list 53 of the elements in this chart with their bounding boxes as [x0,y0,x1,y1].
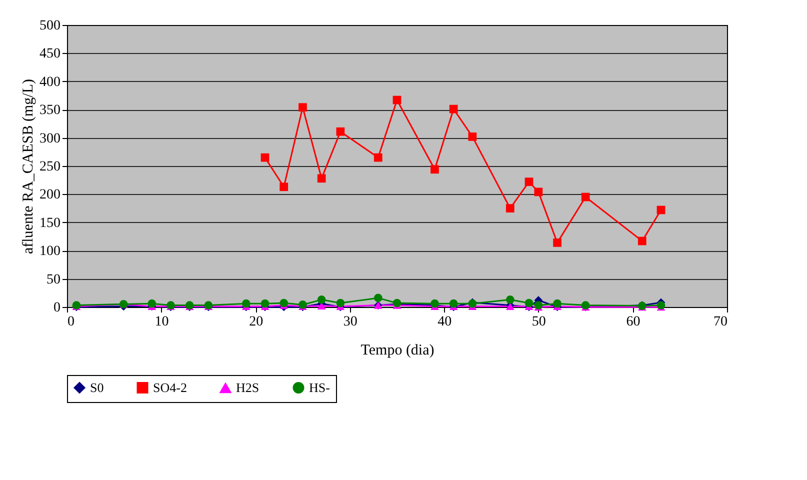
x-axis-title: Tempo (dia) [360,342,434,358]
y-tick-label: 400 [40,74,60,90]
point [449,299,458,308]
y-tick-label: 50 [46,272,60,288]
y-tick-label: 250 [40,160,60,174]
point [260,153,270,162]
point [581,192,590,202]
y-axis-title: afluente RA_CAESB (mg/L) [20,79,36,254]
point [449,104,458,114]
point [638,236,646,246]
point [374,153,382,162]
x-tick-label: 20 [249,314,264,330]
point [506,295,514,304]
x-tick-label: 70 [714,314,728,330]
x-tick-label: 60 [626,314,640,330]
y-tick-label: 500 [40,18,60,34]
y-tick-label: 150 [40,216,60,231]
point [524,298,534,308]
y-tick-label: 200 [40,188,60,203]
point [148,299,156,308]
point [524,178,534,186]
point [506,204,514,212]
x-tick-label: 40 [438,314,452,330]
y-tick-label: 0 [54,300,60,316]
legend-label: S0 [90,380,104,395]
point [260,299,270,308]
y-tick-label: 350 [40,103,60,118]
point [280,182,288,192]
y-tick-label: 450 [40,46,60,62]
point [317,174,326,183]
point [317,295,326,304]
point [336,127,345,136]
x-tick-label: 50 [532,314,546,330]
point [374,294,382,302]
point [430,165,439,174]
legend-label: SO4-2 [153,380,187,395]
legend-label: H2S [236,380,260,396]
point [280,298,288,308]
point [392,96,402,104]
y-tick-label: 300 [40,131,60,146]
point [656,206,666,214]
y-tick-label: 100 [40,244,60,260]
x-tick-label: 30 [343,314,358,330]
point [242,299,250,308]
point [468,132,477,141]
point [553,238,562,247]
point [336,298,345,308]
point [534,188,543,196]
x-tick-label: 10 [154,314,169,330]
point [298,103,307,112]
legend-label: HS- [309,380,330,395]
point [553,299,562,308]
x-tick-label: 0 [68,314,74,330]
